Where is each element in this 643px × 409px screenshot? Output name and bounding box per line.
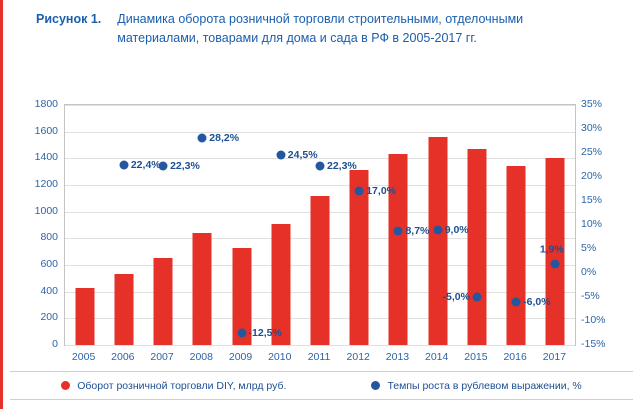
y-axis-right-tick: 35% — [581, 98, 603, 110]
y-axis-left-tick: 0 — [52, 338, 58, 350]
bar-2017 — [545, 158, 565, 345]
legend: Оборот розничной торговли DIY, млрд руб.… — [10, 371, 633, 400]
dot-2016 — [511, 297, 521, 307]
x-tick-2006: 2006 — [111, 351, 135, 363]
dot-value-label-2015: -5,0% — [442, 291, 470, 303]
x-tick-2011: 2011 — [307, 351, 331, 363]
y-axis-left-tick: 1200 — [34, 177, 58, 190]
bar-2010 — [271, 223, 291, 345]
dot-2017 — [550, 259, 560, 269]
dot-2006 — [119, 160, 129, 170]
bar-2006 — [114, 274, 134, 345]
dot-2011 — [315, 161, 325, 171]
bar-2013 — [388, 154, 408, 345]
dot-2008 — [197, 133, 207, 143]
bar-2014 — [428, 137, 448, 345]
bar-2005 — [75, 287, 95, 345]
dot-value-label-2011: 22,3% — [327, 159, 357, 172]
y-axis-right: 35% 30% 25% 20% 15% 10% 5% 0% -5% -10% -15% — [581, 98, 625, 350]
x-tick-2010: 2010 — [268, 351, 292, 363]
dot-value-label-2012: 17,0% — [366, 185, 396, 198]
dot-2010 — [276, 150, 286, 160]
legend-label-dots: Темпы роста в рублевом выражении, % — [387, 379, 582, 392]
figure-title: Динамика оборота розничной торговли стро… — [117, 12, 524, 46]
x-tick-2016: 2016 — [503, 351, 527, 363]
gridline — [65, 105, 575, 106]
x-tick-2013: 2013 — [385, 351, 410, 363]
dot-value-label-2014: 9,0% — [444, 223, 469, 236]
dot-2014 — [433, 225, 443, 235]
x-tick-2017: 2017 — [542, 351, 567, 363]
bar-2009 — [232, 247, 252, 345]
bar-2012 — [349, 170, 369, 345]
gridline — [65, 184, 575, 186]
y-axis-left-tick: 1600 — [34, 124, 58, 137]
left-red-rule — [0, 0, 3, 409]
plot-area: 22,4% 22,3% 28,2% -12,5% 24,5% 22,3% 17,0% 8,7%… — [64, 104, 576, 346]
x-tick-2007: 2007 — [150, 351, 174, 363]
figure-caption: Рисунок 1. Динамика оборота розничной то… — [36, 10, 587, 49]
y-axis-left-tick: 800 — [40, 231, 58, 244]
x-tick-2008: 2008 — [189, 351, 213, 363]
y-axis-right-tick: 25% — [581, 146, 603, 158]
x-tick-2005: 2005 — [71, 351, 96, 363]
dot-value-label-2013: 8,7% — [405, 225, 430, 238]
y-axis-right-tick: 0% — [581, 266, 597, 278]
legend-marker-bars-icon — [61, 381, 71, 390]
y-axis-right-tick: 10% — [581, 218, 603, 230]
x-tick-2012: 2012 — [346, 351, 370, 363]
dot-2012 — [354, 186, 364, 196]
legend-label-bars: Оборот розничной торговли DIY, млрд руб. — [77, 379, 287, 392]
y-axis-left-tick: 1800 — [34, 98, 58, 110]
y-axis-left: 1800 1600 1400 1200 1000 800 600 400 200 0 — [14, 98, 58, 350]
dot-value-label-2007: 22,3% — [170, 159, 200, 172]
y-axis-right-tick: 20% — [581, 170, 603, 182]
dot-value-label-2008: 28,2% — [209, 131, 240, 144]
dot-value-label-2010: 24,5% — [287, 149, 318, 162]
y-axis-left-tick: 600 — [40, 257, 58, 270]
y-axis-left-tick: 1000 — [34, 204, 58, 217]
dot-value-label-2016: -6,0% — [523, 295, 551, 308]
y-axis-right-tick: -5% — [581, 290, 600, 302]
bar-2016 — [506, 166, 526, 345]
bar-2008 — [192, 233, 212, 345]
dot-2007 — [158, 161, 168, 171]
dot-2015 — [472, 292, 482, 302]
x-tick-2014: 2014 — [425, 351, 449, 363]
y-axis-right-tick: -10% — [581, 314, 606, 326]
legend-item-bars: Оборот розничной торговли DIY, млрд руб. — [61, 380, 286, 392]
dot-value-label-2006: 22,4% — [130, 159, 161, 172]
gridline — [65, 131, 575, 133]
bar-2011 — [310, 195, 330, 345]
y-axis-right-tick: 15% — [581, 194, 603, 206]
legend-marker-dots-icon — [371, 381, 381, 390]
dot-2009 — [237, 328, 247, 338]
dot-value-label-2009: -12,5% — [248, 327, 282, 339]
x-tick-2015: 2015 — [464, 351, 488, 363]
y-axis-right-tick: -15% — [581, 338, 606, 350]
gridline — [65, 158, 575, 160]
x-axis: 2005 2006 2007 2008 2009 2010 2011 2012 2013 2014… — [64, 351, 574, 365]
y-axis-left-tick: 200 — [40, 311, 58, 324]
y-axis-left-tick: 400 — [40, 284, 58, 297]
y-axis-right-tick: 5% — [581, 242, 597, 254]
bar-2007 — [153, 258, 173, 345]
gridline — [65, 345, 575, 346]
y-axis-right-tick: 30% — [581, 122, 603, 134]
figure-label: Рисунок 1. — [36, 12, 102, 26]
dot-2013 — [393, 226, 403, 236]
x-tick-2009: 2009 — [228, 351, 253, 363]
bar-2015 — [467, 149, 487, 345]
legend-item-dots: Темпы роста в рублевом выражении, % — [371, 379, 582, 392]
dot-value-label-2017: 1,9% — [539, 243, 564, 256]
y-axis-left-tick: 1400 — [34, 151, 58, 164]
